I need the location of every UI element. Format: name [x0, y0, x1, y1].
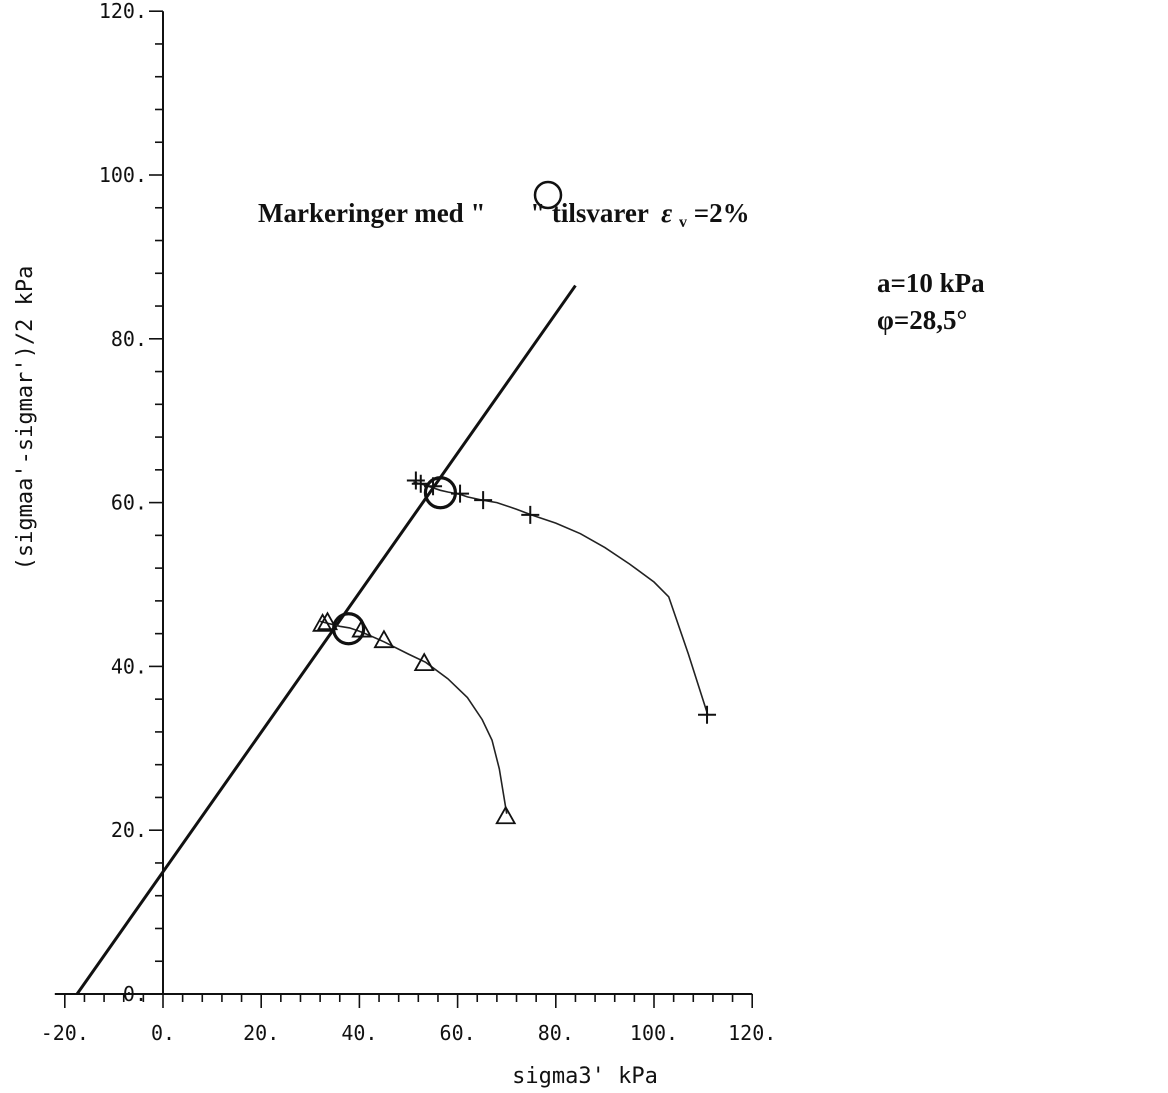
y-tick-label: 80. — [111, 327, 147, 351]
plus-marker — [698, 705, 717, 724]
failure-envelope — [75, 284, 577, 995]
strain-symbol: ε — [661, 198, 672, 228]
y-tick-label: 40. — [111, 654, 147, 678]
y-tick-label: 20. — [111, 818, 147, 842]
y-tick-label: 120. — [99, 0, 147, 23]
strain-2pct-circle — [423, 476, 458, 510]
failure-line — [75, 284, 577, 995]
y-tick-label: 0. — [123, 982, 147, 1006]
marker-note-prefix: Markeringer med " — [258, 198, 485, 228]
triangle-marker — [495, 805, 517, 825]
friction-angle-label: φ=28,5° — [877, 305, 967, 335]
series-layer — [312, 471, 717, 825]
strain-subscript: v — [679, 214, 687, 231]
x-tick-label: 100. — [630, 1021, 678, 1045]
plus-marker — [474, 491, 493, 510]
series-path — [413, 481, 709, 716]
strain-2pct-circle — [331, 612, 366, 646]
x-tick-label: 120. — [728, 1021, 776, 1045]
x-tick-label: 60. — [440, 1021, 476, 1045]
x-tick-label: 0. — [151, 1021, 175, 1045]
y-tick-label: 60. — [111, 491, 147, 515]
series-1 — [406, 471, 717, 724]
x-tick-label: -20. — [41, 1021, 89, 1045]
plus-marker — [521, 505, 540, 524]
triangle-marker — [316, 611, 339, 631]
axis-ticks — [64, 10, 754, 1008]
marker-note-suffix: " tilsvarer — [530, 198, 649, 228]
series-path — [319, 620, 508, 814]
x-tick-label: 80. — [538, 1021, 574, 1045]
strain-value: =2% — [694, 198, 750, 228]
marker-note: Markeringer med " " tilsvarer ε v =2% — [258, 198, 750, 233]
x-tick-label: 40. — [341, 1021, 377, 1045]
x-tick-label: 20. — [243, 1021, 279, 1045]
marker-note-circle-symbol — [533, 180, 563, 210]
y-axis-label: (sigmaa'-sigmar')/2 kPa — [13, 266, 38, 571]
attraction-label: a=10 kPa — [877, 268, 985, 298]
triangle-marker — [413, 652, 435, 672]
y-tick-label: 100. — [99, 163, 147, 187]
triangle-marker — [312, 612, 334, 632]
series-2 — [312, 611, 517, 825]
annotations: sigma3' kPa (sigmaa'-sigmar')/2 kPa Mark… — [13, 180, 985, 1089]
plus-marker — [406, 471, 425, 490]
triangle-marker — [373, 629, 395, 649]
axis-tick-labels: -20. 0. 20. 40. 60. 80. 100. 120. 0. 20. 40. 60. 80.… — [41, 0, 777, 1045]
x-axis-label: sigma3' kPa — [512, 1064, 658, 1089]
